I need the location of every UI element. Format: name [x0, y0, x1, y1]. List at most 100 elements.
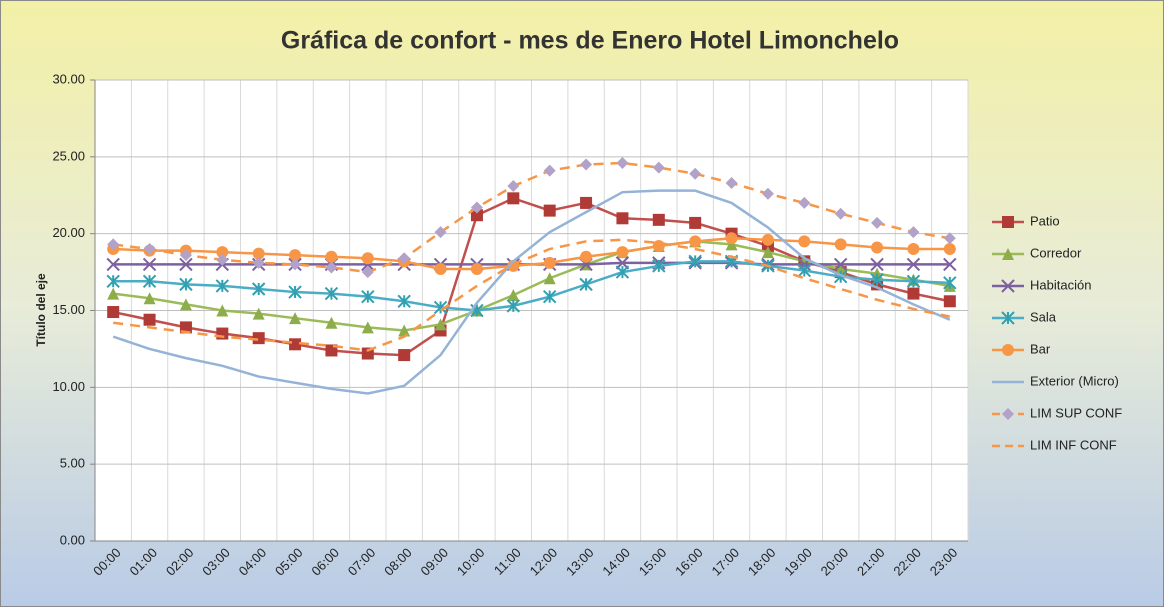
- series-line: [113, 161, 951, 274]
- marker: [943, 257, 957, 272]
- y-tick-label: 0.00: [60, 532, 85, 547]
- legend-label: Sala: [1030, 309, 1057, 324]
- marker: [834, 263, 847, 276]
- marker: [507, 289, 520, 302]
- marker: [433, 300, 448, 315]
- marker: [870, 257, 884, 272]
- marker: [834, 207, 847, 220]
- legend-label: LIM INF CONF: [1030, 437, 1117, 452]
- series-line: [113, 260, 950, 312]
- marker: [398, 252, 411, 265]
- y-tick-label: 15.00: [52, 302, 85, 317]
- marker: [871, 216, 884, 229]
- marker: [1001, 279, 1015, 293]
- marker: [106, 274, 120, 289]
- marker: [434, 318, 447, 331]
- marker: [907, 243, 920, 256]
- marker: [252, 256, 265, 269]
- chart-title: Gráfica de confort - mes de Enero Hotel …: [281, 27, 899, 55]
- marker: [543, 204, 556, 217]
- series-line: [113, 238, 951, 352]
- marker: [361, 252, 374, 265]
- marker: [507, 180, 520, 193]
- marker: [543, 272, 556, 285]
- marker: [179, 249, 192, 262]
- marker: [906, 257, 921, 272]
- marker: [542, 289, 557, 304]
- marker: [289, 312, 302, 325]
- marker: [580, 158, 593, 171]
- legend-label: Bar: [1030, 341, 1051, 356]
- series-line: [113, 240, 951, 332]
- marker: [507, 192, 520, 205]
- marker: [943, 295, 956, 308]
- marker: [761, 187, 774, 200]
- marker: [361, 321, 374, 334]
- series-line: [113, 237, 950, 271]
- marker: [798, 196, 811, 209]
- marker: [179, 257, 193, 272]
- marker: [543, 164, 556, 177]
- marker: [216, 253, 229, 266]
- marker: [215, 279, 230, 293]
- marker: [107, 238, 120, 251]
- marker: [652, 259, 666, 273]
- marker: [943, 232, 956, 245]
- marker: [107, 287, 120, 300]
- marker: [906, 274, 921, 289]
- marker: [579, 277, 593, 292]
- marker: [943, 276, 957, 290]
- marker: [652, 239, 665, 252]
- marker: [689, 235, 702, 248]
- marker: [325, 316, 338, 329]
- marker: [689, 167, 702, 180]
- marker: [761, 246, 774, 259]
- legend-label: Habitación: [1030, 277, 1091, 292]
- marker: [725, 176, 738, 189]
- series-line: [112, 189, 951, 395]
- legend-label: Corredor: [1030, 245, 1082, 260]
- marker: [106, 257, 120, 272]
- marker: [761, 233, 774, 246]
- marker: [725, 232, 738, 245]
- y-tick-label: 5.00: [60, 456, 85, 471]
- marker: [1002, 248, 1014, 260]
- marker: [252, 247, 265, 260]
- y-tick-label: 25.00: [52, 148, 85, 163]
- marker: [397, 294, 411, 308]
- marker: [506, 299, 521, 313]
- marker: [143, 313, 156, 326]
- marker: [361, 289, 375, 304]
- marker: [216, 304, 229, 317]
- marker: [216, 246, 229, 259]
- marker: [1001, 311, 1015, 325]
- marker: [907, 226, 920, 239]
- marker: [470, 209, 483, 222]
- marker: [434, 226, 447, 239]
- marker: [652, 213, 665, 226]
- marker: [289, 249, 302, 262]
- marker: [798, 235, 811, 248]
- marker: [252, 332, 265, 345]
- legend-label: Patio: [1030, 213, 1060, 228]
- y-axis-label: Título del eje: [34, 273, 48, 347]
- marker: [142, 274, 157, 289]
- marker: [652, 161, 665, 174]
- marker: [616, 156, 629, 169]
- marker: [289, 258, 302, 271]
- marker: [288, 285, 302, 299]
- marker: [543, 256, 556, 269]
- marker: [143, 292, 156, 305]
- marker: [142, 257, 157, 272]
- marker: [615, 265, 630, 279]
- marker: [251, 282, 266, 296]
- marker: [616, 212, 629, 225]
- legend-label: LIM SUP CONF: [1030, 405, 1122, 420]
- marker: [179, 277, 193, 292]
- legend-label: Exterior (Micro): [1030, 373, 1119, 388]
- marker: [1002, 216, 1014, 228]
- marker: [688, 254, 702, 269]
- marker: [325, 250, 338, 263]
- marker: [871, 241, 884, 254]
